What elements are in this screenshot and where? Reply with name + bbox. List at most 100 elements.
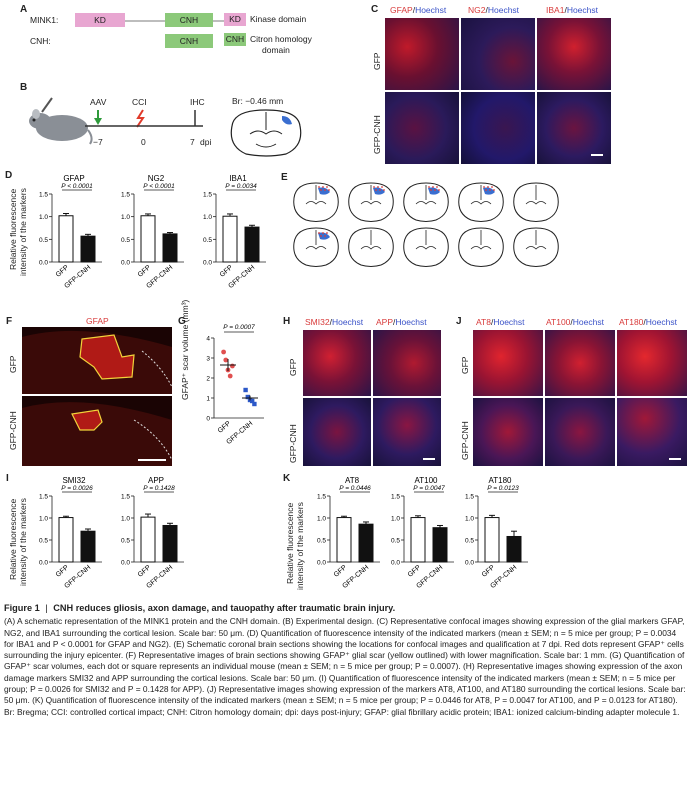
gfap-dot [326,186,328,188]
gfap-dot [324,189,326,191]
gfap-dot [428,186,430,188]
y-tick-label: 0.0 [121,560,130,567]
h-header-2: APP/Hoechst [376,317,427,327]
c-image-gfap-gfp [384,17,460,91]
x-tick-label: GFP [55,264,71,279]
bar [80,530,96,563]
bar [58,517,74,563]
bar [244,226,260,263]
p-value: P < 0.0001 [61,183,93,190]
ventricles [305,201,327,205]
section-outline [513,227,559,267]
mink1-label: MINK1: [30,15,59,25]
gfap-dot [318,186,320,188]
bar [484,517,500,563]
ventricles [525,201,547,205]
c-image-ng2-cnh [460,91,536,165]
panel-letter-b: B [20,82,28,93]
y-tick-label: 1.5 [391,494,400,501]
bregma-label: Br: −0.46 mm [232,96,284,106]
ventricles [360,246,382,250]
y-tick-label: 0.0 [121,260,130,267]
section-outline [348,227,394,267]
h-image-smi32-cnh [302,397,372,467]
h-row-gfp-cnh: GFP-CNH [288,424,298,463]
j-image-at100-cnh [544,397,616,467]
chart-title: APP [148,476,164,485]
gfap-dot [373,186,375,188]
y-tick-label: 0.5 [203,237,212,244]
bar [432,527,448,563]
caption-title-text: CNH reduces gliosis, axon damage, and ta… [53,603,396,613]
y-tick-label: 2 [206,376,210,383]
bar [222,215,238,263]
gfap-dot [328,189,330,191]
y-tick-label: 0.5 [39,237,48,244]
y-tick-label: 1.0 [317,516,326,523]
gfap-dot [383,189,385,191]
section-outline [513,182,559,222]
panel-letter-c: C [371,4,379,15]
coronal-section [293,182,339,222]
coronal-section [458,182,504,222]
c-row-gfp-cnh: GFP-CNH [372,115,382,154]
h-image-app-cnh [372,397,442,467]
y-tick-label: 1.5 [121,494,130,501]
gfap-dot [322,186,324,188]
y-tick-label: 3 [206,356,210,363]
y-tick-label: 0.5 [121,237,130,244]
bar [162,524,178,563]
data-point [252,401,257,407]
ventricles [470,201,492,205]
panel-letter-j: J [456,316,462,327]
k-ylabel-2: intensity of the markers [295,502,305,590]
bar [140,215,156,263]
lightning-icon [136,109,145,128]
panel-letter-k: K [283,473,291,484]
j-image-at8-cnh [472,397,544,467]
p-value: P = 0.0446 [339,485,371,492]
gfap-dot [485,189,487,191]
y-tick-label: 1.5 [465,494,474,501]
gfap-dot [493,189,495,191]
ventricles [305,246,327,250]
y-tick-label: 0.5 [465,538,474,545]
gfap-dot [491,186,493,188]
c-header-3: IBA1/Hoechst [546,5,598,15]
p-value: P = 0.0047 [413,485,445,492]
legend-cnh-text-2: domain [262,45,290,55]
gfap-dot [320,189,322,191]
scale-bar [591,154,603,156]
bar [58,215,74,263]
gfap-dot [432,186,434,188]
label-ihc: IHC [190,97,205,107]
panel-letter-d: D [5,170,13,181]
x-tick-label: GFP [217,420,233,435]
section-outline [403,227,449,267]
caption-body: (A) A schematic representation of the MI… [4,616,686,717]
gfap-dot [430,189,432,191]
scale-bar [423,458,435,460]
coronal-sections-e [293,182,559,267]
bar [336,517,352,563]
k-ylabel-1: Relative fluorescence [285,502,295,584]
chart-title: NG2 [148,174,165,183]
c-image-gfap-cnh [384,91,460,165]
panel-letter-i: I [6,473,9,484]
y-tick-label: 1.0 [121,516,130,523]
y-tick-label: 0.0 [39,560,48,567]
y-tick-label: 1.0 [203,214,212,221]
d-ylabel-1: Relative fluorescence [8,188,18,270]
y-tick-label: 1 [206,396,210,403]
t-dpi: dpi [200,137,212,147]
y-tick-label: 0.5 [121,538,130,545]
j-header-2: AT100/Hoechst [546,317,604,327]
bar [410,517,426,563]
y-tick-label: 0.0 [39,260,48,267]
t-cci: 0 [141,137,146,147]
y-tick-label: 1.0 [39,516,48,523]
